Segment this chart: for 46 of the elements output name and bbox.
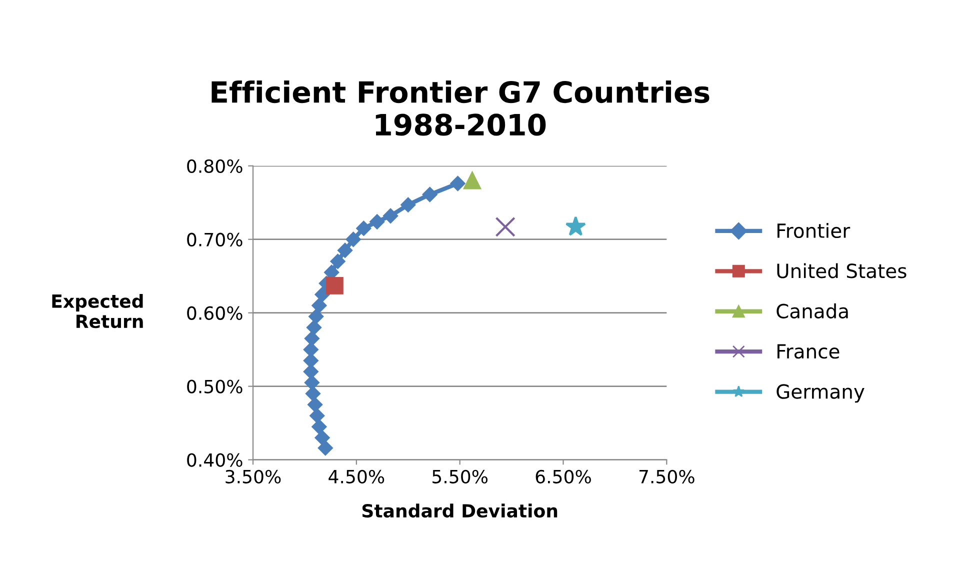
x-axis-title: Standard Deviation (362, 504, 558, 518)
point (337, 242, 353, 258)
point (326, 276, 344, 294)
point (356, 220, 372, 236)
point (314, 430, 330, 446)
legend-label: Frontier (778, 223, 850, 238)
point (400, 197, 416, 212)
point (382, 208, 398, 224)
x-tick-label: 5.50% (432, 470, 488, 484)
point (346, 232, 361, 247)
x-tick-label: 4.50% (328, 470, 384, 484)
point (303, 353, 318, 368)
point (307, 397, 323, 412)
point (303, 342, 318, 358)
point (422, 186, 438, 202)
point (303, 364, 318, 380)
point (304, 375, 320, 390)
legend-label: Germany (776, 384, 864, 403)
point (464, 172, 481, 190)
y-tick-label: 0.70% (187, 232, 242, 246)
point (330, 254, 346, 269)
x-tick-label: 7.50% (639, 470, 694, 484)
point (495, 216, 516, 237)
legend-label: Canada (776, 303, 848, 318)
chart-title: Efficient Frontier G7 Countries 1988-2010 (212, 80, 710, 136)
x-tick-label: 6.50% (536, 470, 591, 484)
point (308, 308, 324, 324)
point (370, 214, 385, 230)
y-tick-label: 0.60% (187, 306, 242, 320)
point (304, 330, 320, 346)
point (565, 216, 586, 236)
x-tick-label: 3.50% (226, 470, 281, 484)
y-tick-label: 0.50% (187, 380, 242, 394)
point (312, 419, 327, 434)
point (310, 408, 325, 424)
legend-label: United States (777, 263, 906, 278)
point (305, 386, 321, 402)
point (312, 298, 327, 314)
point (306, 320, 322, 336)
point (314, 286, 330, 302)
legend-label: France (778, 344, 840, 359)
y-tick-label: 0.80% (187, 159, 242, 173)
y-axis-title: Expected Return (52, 294, 143, 328)
point (450, 176, 466, 192)
point (318, 440, 333, 456)
y-tick-label: 0.40% (187, 453, 242, 467)
